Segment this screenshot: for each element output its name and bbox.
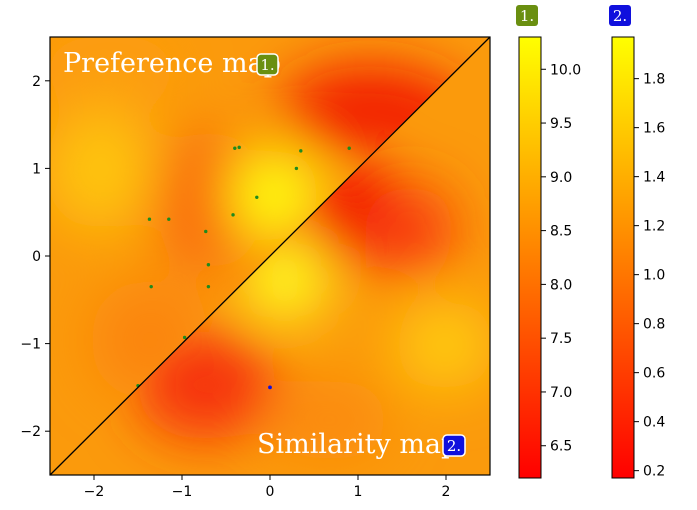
y-axis: −2 −1 0 1 2 xyxy=(20,74,50,440)
colorbar-1-tick-label: 8.0 xyxy=(550,277,572,293)
colorbar-2: 0.2 0.4 0.6 0.8 1.0 1.2 1.4 1.6 1.8 2. xyxy=(609,5,665,480)
colorbar-1-badge-text: 1. xyxy=(520,7,534,25)
colorbar-1-tick-label: 6.5 xyxy=(550,439,572,455)
colorbar-2-tick-label: 1.0 xyxy=(643,268,665,284)
x-tick-label: 2 xyxy=(442,484,451,500)
scatter-points xyxy=(136,145,351,390)
colorbar-2-tick-label: 1.4 xyxy=(643,170,665,186)
colorbar-1: 6.5 7.0 7.5 8.0 8.5 9.0 9.5 10.0 1. xyxy=(516,5,581,479)
y-tick-label: 0 xyxy=(32,249,41,265)
x-axis: −2 −1 0 1 2 xyxy=(84,475,451,500)
point-green-2 xyxy=(299,149,303,153)
diagonal-line xyxy=(49,36,491,476)
heatmap-plot xyxy=(50,37,490,475)
colorbar-1-tick-label: 7.0 xyxy=(550,385,572,401)
point-green-6 xyxy=(231,213,235,217)
colorbar-2-tick-label: 0.8 xyxy=(643,317,665,333)
point-green-13 xyxy=(182,335,187,340)
y-tick-label: −2 xyxy=(20,424,41,440)
x-tick-label: 0 xyxy=(266,484,275,500)
colorbar-2-tick-label: 1.6 xyxy=(643,121,665,137)
point-green-3 xyxy=(347,146,351,150)
point-green-10 xyxy=(206,263,211,267)
similarity-map-badge-text: 2. xyxy=(447,437,461,455)
colorbar-1-tick-label: 9.0 xyxy=(550,170,572,186)
point-green-1 xyxy=(237,145,241,150)
colorbar-2-tick-label: 0.2 xyxy=(643,464,665,480)
colorbar-1-badge xyxy=(516,5,538,26)
point-green-9 xyxy=(204,229,208,234)
y-tick-label: 1 xyxy=(32,161,41,177)
point-green-11 xyxy=(149,284,153,289)
colorbar-1-tick-label: 7.5 xyxy=(550,331,572,347)
point-green-5 xyxy=(255,195,259,200)
point-green-12 xyxy=(206,284,211,289)
colorbar-1-tick-label: 10.0 xyxy=(550,62,581,78)
colorbar-2-badge xyxy=(609,5,631,26)
x-tick-label: −2 xyxy=(84,484,105,500)
similarity-map-label: Similarity map xyxy=(257,429,458,460)
colorbar-2-tick-label: 1.2 xyxy=(643,219,665,235)
colorbar-2-tick-label: 0.6 xyxy=(643,366,665,382)
y-tick-label: 2 xyxy=(32,74,41,90)
preference-map-badge: 1. xyxy=(256,53,279,76)
preference-map-badge-text: 1. xyxy=(260,56,274,74)
point-green-4 xyxy=(294,166,299,171)
colorbar-2-bar xyxy=(611,36,635,479)
colorbar-2-badge-text: 2. xyxy=(613,7,627,25)
colorbar-1-tick-label: 8.5 xyxy=(550,224,572,240)
y-tick-label: −1 xyxy=(20,337,41,353)
colorbar-1-bar xyxy=(518,36,542,479)
similarity-map-badge: 2. xyxy=(442,434,466,457)
colorbar-2-tick-label: 0.4 xyxy=(643,415,665,431)
x-tick-label: 1 xyxy=(354,484,363,500)
similarity-map-region xyxy=(135,155,490,460)
preference-map-label: Preference map xyxy=(63,48,281,79)
colorbar-2-tick-label: 1.8 xyxy=(643,72,665,88)
point-green-7 xyxy=(147,217,152,221)
point-green-8 xyxy=(167,217,171,221)
point-green-0 xyxy=(233,146,237,150)
x-tick-label: −1 xyxy=(172,484,193,500)
point-blue-0 xyxy=(268,385,272,390)
colorbar-1-tick-label: 9.5 xyxy=(550,116,572,132)
